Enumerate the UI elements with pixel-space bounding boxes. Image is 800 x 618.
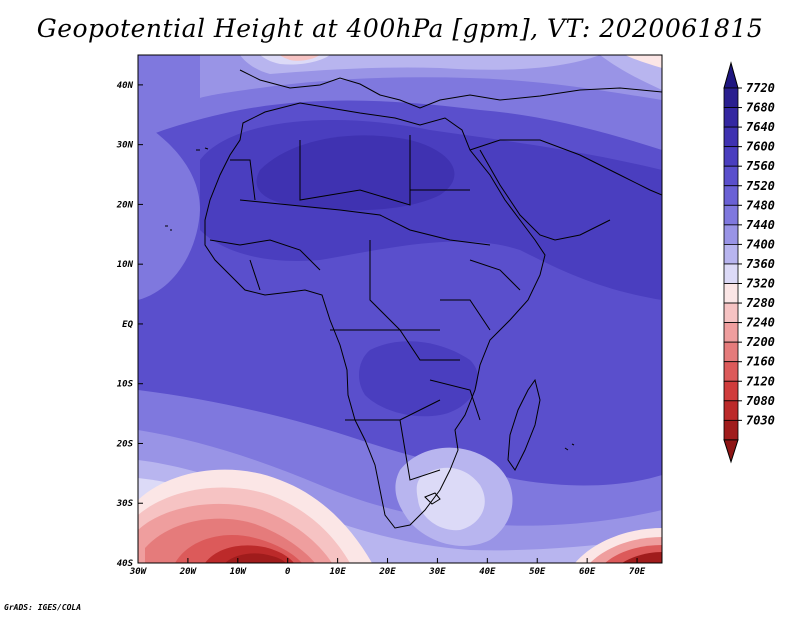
colorbar-label: 7320 [746,277,775,291]
madagascar-coast [507,378,541,471]
chart-title: Geopotential Height at 400hPa [gpm], VT:… [36,14,764,43]
grads-credit: GrADS: IGES/COLA [4,603,82,612]
colorbar-label: 7680 [746,101,775,115]
colorbar-label: 7520 [746,179,775,193]
border-central [299,135,470,481]
colorbar-label: 7030 [746,413,775,427]
y-tick-label: 20S [116,439,134,449]
field-north-pale [240,55,600,74]
x-tick-label: 20E [378,567,396,577]
border-east [429,259,521,421]
colorbar-swatch [723,165,739,187]
africa-coastline [204,102,546,529]
colorbar-label: 7240 [746,316,775,330]
field-ne-pale [600,55,662,90]
island-reunion [564,443,575,451]
colorbar-swatch [723,419,739,441]
colorbar-label: 7160 [746,355,775,369]
colorbar-swatch [723,283,739,304]
y-tick-label: 10S [117,380,134,390]
colorbar-swatch [723,341,739,363]
x-tick-label: 70E [629,567,646,577]
y-tick-label: 30S [116,499,134,509]
height-field [138,55,662,563]
colorbar-swatch [723,380,739,402]
colorbar-swatch [723,243,739,265]
x-tick-label: 30W [129,567,148,577]
colorbar-label: 7120 [746,374,775,388]
colorbar-label: 7400 [746,237,775,251]
y-tick-label: 40S [117,559,134,569]
x-tick-label: 60E [579,567,596,577]
colorbar-swatch [723,126,739,148]
x-tick-label: 30E [428,567,446,577]
colorbar-label: 7280 [746,296,775,310]
colorbar-swatch [723,146,739,167]
field-ne-pink [625,55,662,68]
colorbar-swatch [723,302,739,323]
colorbar-label: 7480 [746,198,775,212]
y-tick-label: 40N [117,81,134,91]
red-sea-coast [479,149,611,241]
x-tick-label: 10E [329,567,346,577]
colorbar-swatch [723,87,739,108]
x-tick-label: 20W [179,567,198,577]
y-tick-label: 10N [117,260,134,270]
island-lesotho [424,492,441,505]
colorbar-bottom-arrow [723,439,739,464]
colorbar-swatch [723,322,739,343]
colorbar-top-arrow [723,61,739,89]
y-tick-label: 30N [116,141,134,151]
colorbar-label: 7200 [746,335,775,349]
colorbar: 7720 7680 7640 7600 7560 7520 7480 7440 7400 7360… [723,61,775,464]
field-sw-red4 [225,553,286,563]
colorbar-label: 7600 [746,140,775,154]
x-axis: 30W 20W 10W 0 10E 20E 30E 40E 50E 60E 70E [129,558,646,577]
y-tick-label: EQ [122,320,133,330]
field-west-light [138,120,200,300]
y-tick-label: 20N [116,200,134,210]
colorbar-swatch [723,204,739,226]
colorbar-label: 7080 [746,394,775,408]
map-frame [137,54,663,564]
x-tick-label: 40E [479,567,496,577]
x-tick-label: 50E [529,567,546,577]
island-cape-verde [165,225,172,231]
colorbar-swatch [723,400,739,421]
field-sahara-core [256,135,455,211]
colorbar-swatch [723,263,739,284]
colorbar-label: 7720 [746,81,775,95]
border-sahel [239,199,491,246]
field-north-pink [280,55,320,61]
colorbar-swatch [723,224,739,245]
x-tick-label: 10W [230,567,248,577]
field-safrica-verypale [416,467,485,531]
colorbar-swatch [723,107,739,128]
coastlines [204,69,662,529]
y-axis: 40N 30N 20N 10N EQ 10S 20S 30S 40S [116,81,143,569]
island-canaries [196,147,209,151]
arabia-coast [469,139,662,196]
colorbar-label: 7560 [746,159,775,173]
field-se-red4 [622,552,662,563]
border-west [209,159,321,291]
colorbar-label: 7360 [746,257,775,271]
x-tick-label: 0 [285,567,291,577]
islands [165,147,575,505]
europe-coast [239,69,662,109]
colorbar-label: 7640 [746,120,775,134]
colorbar-label: 7440 [746,218,775,232]
colorbar-swatch [723,361,739,382]
colorbar-swatch [723,185,739,206]
